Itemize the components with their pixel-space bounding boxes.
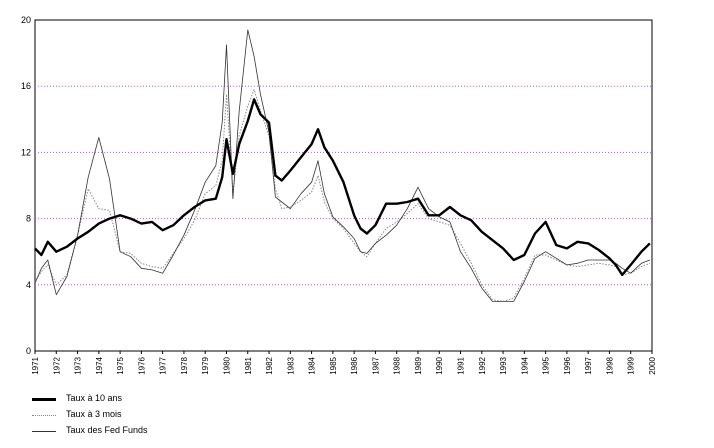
gridlines [35, 85, 652, 286]
series-line-0 [34, 98, 651, 277]
legend-swatch-3m [32, 415, 56, 416]
x-tick-label: 1978 [180, 356, 189, 374]
y-tick-label: 4 [26, 280, 31, 290]
x-axis-ticks: 1971 1972 1973 1974 1975 1976 1977 1978 1979 1980… [31, 351, 657, 375]
series-line-1 [34, 89, 651, 302]
legend-swatch-fed [32, 431, 56, 432]
x-tick-label: 1982 [265, 356, 274, 374]
x-tick-label: 1979 [201, 356, 210, 374]
x-tick-label: 1987 [371, 356, 380, 374]
y-axis-ticks: 0 4 8 12 16 20 [21, 15, 31, 356]
x-tick-label: 1986 [350, 356, 359, 374]
x-tick-label: 1981 [244, 356, 253, 374]
y-tick-label: 20 [21, 15, 31, 25]
legend-label-3m: Taux à 3 mois [66, 409, 122, 419]
legend-swatch-10y [32, 398, 56, 401]
x-tick-label: 1973 [74, 356, 83, 374]
x-tick-label: 1994 [520, 356, 529, 374]
x-tick-label: 1980 [222, 356, 231, 374]
y-tick-label: 8 [26, 214, 31, 224]
x-tick-label: 1991 [457, 356, 466, 374]
x-tick-label: 1975 [116, 356, 125, 374]
x-tick-label: 1976 [137, 356, 146, 374]
x-tick-label: 1992 [478, 356, 487, 374]
x-tick-label: 1972 [52, 356, 61, 374]
x-tick-label: 1988 [393, 356, 402, 374]
series-layer [34, 29, 651, 302]
x-tick-label: 1998 [605, 356, 614, 374]
x-tick-label: 1984 [308, 356, 317, 374]
y-tick-label: 12 [21, 147, 31, 157]
x-tick-label: 1990 [435, 356, 444, 374]
x-tick-label: 1974 [95, 356, 104, 374]
x-tick-label: 2000 [648, 356, 657, 374]
x-tick-label: 1971 [31, 356, 40, 374]
y-tick-label: 0 [26, 346, 31, 356]
x-tick-label: 1996 [563, 356, 572, 374]
y-tick-label: 16 [21, 81, 31, 91]
x-tick-label: 1985 [329, 356, 338, 374]
x-tick-label: 1993 [499, 356, 508, 374]
x-tick-label: 1977 [159, 356, 168, 374]
x-tick-label: 1983 [286, 356, 295, 374]
x-tick-label: 1997 [584, 356, 593, 374]
legend-label-fed: Taux des Fed Funds [66, 425, 148, 435]
legend-label-10y: Taux à 10 ans [66, 393, 123, 403]
series-line-2 [34, 29, 651, 302]
x-tick-label: 1995 [542, 356, 551, 374]
x-tick-label: 1989 [414, 356, 423, 374]
x-tick-label: 1999 [627, 356, 636, 374]
